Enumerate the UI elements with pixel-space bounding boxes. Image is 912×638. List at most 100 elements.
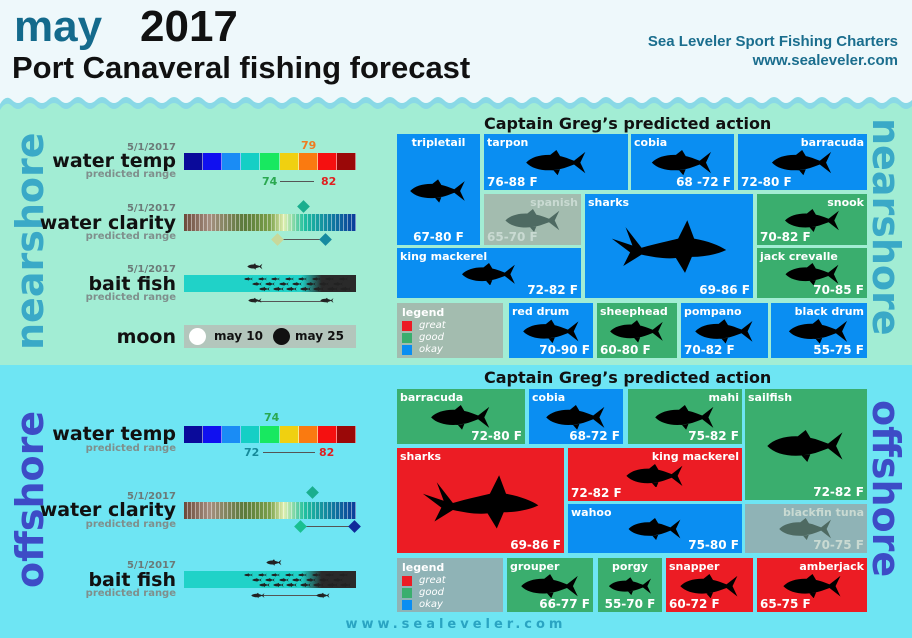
- fish-tile-king-mackerel: king mackerel 72-82 F: [397, 248, 581, 298]
- water-temp-range-line: [280, 181, 314, 182]
- temp-scale-cell: [203, 153, 223, 170]
- water-temp-high: 82: [321, 175, 337, 188]
- water-clarity-scale: [184, 214, 356, 231]
- fish-temp-range: 65-70 F: [487, 230, 538, 244]
- fish-name: cobia: [634, 136, 668, 149]
- full-moon-date: may 10: [214, 329, 263, 343]
- fish-tile-tripletail: tripletail 67-80 F: [397, 134, 480, 245]
- offshore-action-title: Captain Greg’s predicted action: [484, 368, 772, 387]
- fish-temp-range: 55-70 F: [604, 597, 656, 611]
- fish-silhouette-icon: [506, 150, 607, 175]
- fish-tile-porgy: porgy 55-70 F: [598, 558, 662, 612]
- water-clarity-date: 5/1/2017: [126, 491, 176, 502]
- fish-name: king mackerel: [400, 250, 488, 263]
- fish-temp-range: 60-80 F: [600, 343, 651, 357]
- legend-label: good: [419, 332, 444, 343]
- fish-name: mahi: [708, 391, 740, 404]
- fish-tile-snapper: snapper 60-72 F: [666, 558, 753, 612]
- fish-tile-barracuda: barracuda 72-80 F: [397, 389, 525, 444]
- water-temp-sub: predicted range: [85, 443, 176, 454]
- fish-tile-black-drum: black drum 55-75 F: [771, 303, 867, 358]
- temp-scale-cell: [222, 426, 242, 443]
- fish-temp-range: 70-75 F: [813, 538, 864, 552]
- title-year: 2017: [140, 2, 238, 51]
- bait-high-fish-icon: [320, 296, 334, 305]
- fish-name: porgy: [612, 560, 648, 573]
- fish-name: spanish: [530, 196, 578, 209]
- water-temp-scale: [184, 426, 356, 443]
- temp-scale-cell: [317, 153, 337, 170]
- bait-current-fish-icon: [247, 262, 263, 271]
- water-temp-sub: predicted range: [85, 169, 176, 180]
- fish-tile-sheephead: sheephead 60-80 F: [597, 303, 677, 358]
- fish-temp-range: 76-88 F: [487, 175, 538, 189]
- legend-label: good: [419, 587, 444, 598]
- fish-temp-range: 68 -72 F: [676, 175, 731, 189]
- offshore-label-right: offshore: [864, 400, 908, 578]
- footer-url[interactable]: www.sealeveler.com: [345, 617, 567, 632]
- fish-silhouette-icon: [520, 574, 580, 598]
- fish-name: tarpon: [487, 136, 529, 149]
- temp-scale-cell: [241, 426, 261, 443]
- fish-name: sharks: [588, 196, 630, 209]
- temp-scale-cell: [222, 153, 242, 170]
- legend-label: okay: [419, 599, 443, 610]
- water-temp-high: 82: [319, 446, 335, 459]
- bait-fish-icon: [340, 286, 351, 292]
- wave-divider: [0, 97, 912, 114]
- bait-current-fish-icon: [266, 558, 282, 567]
- bait-range-line: [260, 595, 322, 596]
- fish-temp-range: 75-82 F: [688, 429, 739, 443]
- brand-url[interactable]: www.sealeveler.com: [752, 52, 898, 69]
- legend-item-good: good: [402, 587, 444, 598]
- fish-temp-range: 69-86 F: [510, 538, 561, 552]
- fish-temp-range: 75-80 F: [688, 538, 739, 552]
- fish-temp-range: 66-77 F: [539, 597, 590, 611]
- temp-scale-cell: [260, 153, 280, 170]
- water-clarity-label: water clarity: [39, 212, 176, 234]
- temp-scale-cell: [260, 426, 280, 443]
- fish-tile-pompano: pompano 70-82 F: [681, 303, 768, 358]
- water-temp-current: 74: [264, 411, 280, 424]
- fish-silhouette-icon: [757, 150, 847, 175]
- fish-temp-range: 68-72 F: [569, 429, 620, 443]
- fish-silhouette-icon: [763, 430, 848, 462]
- fish-tile-king-mackerel: king mackerel 72-82 F: [568, 448, 742, 501]
- fish-name: pompano: [684, 305, 742, 318]
- fish-tile-tarpon: tarpon 76-88 F: [484, 134, 628, 190]
- fish-silhouette-icon: [774, 263, 851, 286]
- temp-scale-cell: [279, 426, 299, 443]
- fish-tile-blackfin-tuna: blackfin tuna 70-75 F: [745, 504, 867, 553]
- legend: legend great good okay: [397, 558, 503, 612]
- bait-range-line: [258, 301, 324, 302]
- legend: legend great good okay: [397, 303, 503, 358]
- legend-label: great: [419, 575, 446, 586]
- moon-box: may 10 may 25: [184, 325, 356, 348]
- brand-name: Sea Leveler Sport Fishing Charters: [647, 33, 898, 50]
- fish-silhouette-icon: [679, 574, 740, 598]
- water-temp-low: 74: [262, 175, 278, 188]
- nearshore-label-right: nearshore: [864, 118, 908, 336]
- fish-name: cobia: [532, 391, 566, 404]
- bait-fish-sub: predicted range: [85, 588, 176, 599]
- fish-tile-cobia: cobia 68-72 F: [529, 389, 623, 444]
- bait-low-fish-icon: [248, 296, 262, 305]
- fish-name: sharks: [400, 450, 442, 463]
- legend-title: legend: [402, 561, 445, 574]
- fish-tile-cobia: cobia 68 -72 F: [631, 134, 734, 190]
- fish-tile-sailfish: sailfish 72-82 F: [745, 389, 867, 500]
- fish-name: sailfish: [748, 391, 793, 404]
- fish-temp-range: 55-75 F: [813, 343, 864, 357]
- fish-silhouette-icon: [785, 319, 852, 344]
- legend-swatch: [402, 344, 412, 355]
- bait-fish-sub: predicted range: [85, 292, 176, 303]
- water-clarity-date: 5/1/2017: [126, 203, 176, 214]
- fish-silhouette-icon: [543, 405, 609, 430]
- water-temp-date: 5/1/2017: [126, 142, 176, 153]
- bait-fish-icon: [339, 572, 348, 578]
- wave-shape: [0, 103, 912, 114]
- fish-silhouette-icon: [646, 150, 718, 175]
- fish-name: king mackerel: [651, 450, 739, 463]
- temp-scale-cell: [298, 153, 318, 170]
- legend-label: okay: [419, 344, 443, 355]
